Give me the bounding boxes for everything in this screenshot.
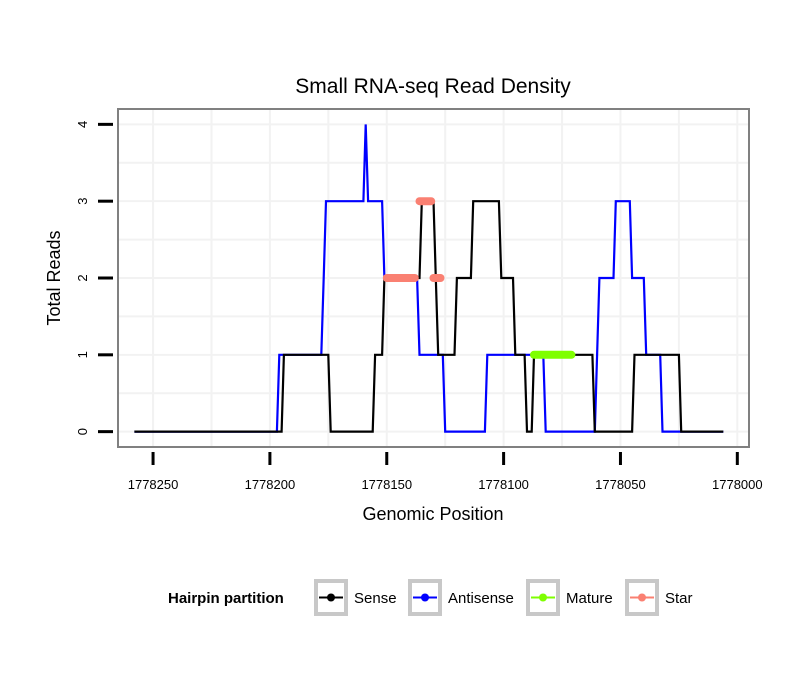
series-layer bbox=[134, 124, 724, 433]
plot-border bbox=[117, 108, 750, 448]
x-axis: 1778250 1778200 1778150 1778100 1778050 17780… bbox=[128, 452, 763, 492]
series-antisense-line bbox=[134, 124, 724, 433]
x-tick-label: 1778100 bbox=[478, 477, 529, 492]
y-tick-label: 3 bbox=[75, 198, 90, 205]
x-axis-title: Genomic Position bbox=[362, 504, 503, 524]
legend-label-antisense: Antisense bbox=[448, 590, 514, 607]
y-tick-label: 1 bbox=[75, 351, 90, 358]
legend-key-antisense-point bbox=[421, 593, 429, 602]
y-tick-label: 0 bbox=[75, 428, 90, 435]
y-tick-label: 2 bbox=[75, 274, 90, 281]
y-axis-title: Total Reads bbox=[44, 230, 64, 325]
x-tick-label: 1778050 bbox=[595, 477, 646, 492]
x-tick-label: 1778250 bbox=[128, 477, 179, 492]
y-axis: 0 1 2 3 4 bbox=[75, 121, 113, 435]
legend-key-mature-point bbox=[539, 593, 547, 602]
series-sense-line bbox=[134, 200, 724, 433]
chart-title: Small RNA-seq Read Density bbox=[295, 75, 571, 98]
x-tick-label: 1778150 bbox=[361, 477, 412, 492]
legend-label-star: Star bbox=[665, 590, 693, 607]
legend-key-sense-point bbox=[327, 593, 335, 602]
legend: Hairpin partition Sense Antisense Mature St… bbox=[168, 579, 693, 616]
legend-label-sense: Sense bbox=[354, 590, 397, 607]
legend-title: Hairpin partition bbox=[168, 590, 284, 607]
x-tick-label: 1778000 bbox=[712, 477, 763, 492]
y-tick-label: 4 bbox=[75, 121, 90, 128]
legend-label-mature: Mature bbox=[566, 590, 613, 607]
x-tick-label: 1778200 bbox=[245, 477, 296, 492]
legend-key-star-point bbox=[638, 593, 646, 602]
